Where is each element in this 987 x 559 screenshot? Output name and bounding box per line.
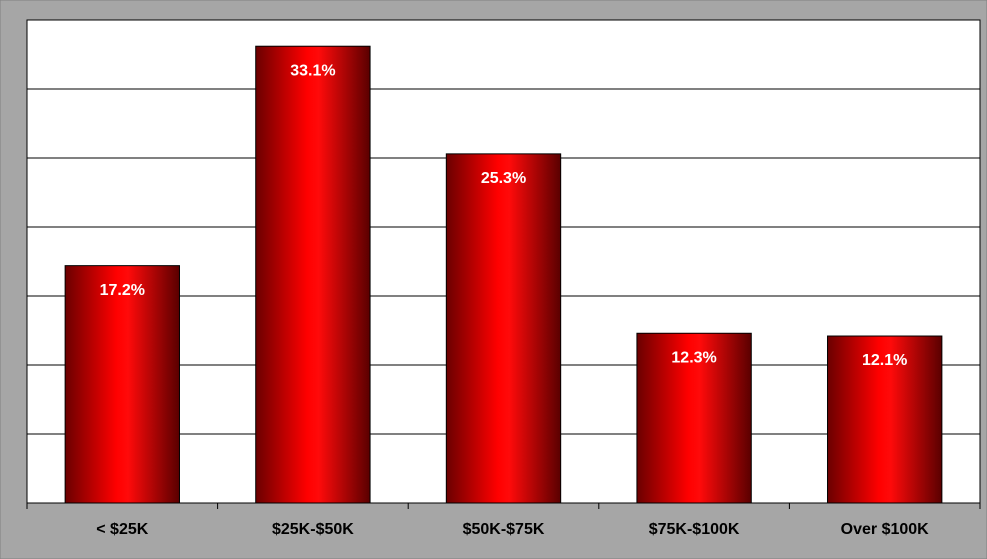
bar bbox=[64, 265, 180, 504]
value-label: 25.3% bbox=[481, 170, 526, 187]
bar bbox=[445, 153, 562, 504]
bar bbox=[255, 45, 371, 504]
x-tick-label: $75K-$100K bbox=[649, 521, 740, 538]
x-tick-label: Over $100K bbox=[841, 521, 930, 538]
value-label: 33.1% bbox=[290, 62, 335, 79]
x-tick-label: $50K-$75K bbox=[463, 521, 545, 538]
value-label: 12.1% bbox=[862, 352, 907, 369]
x-tick-label: $25K-$50K bbox=[272, 521, 354, 538]
bar bbox=[636, 332, 752, 504]
value-label: 17.2% bbox=[100, 282, 145, 299]
value-label: 12.3% bbox=[671, 349, 716, 366]
x-tick-label: < $25K bbox=[96, 521, 148, 538]
bar bbox=[827, 335, 943, 504]
